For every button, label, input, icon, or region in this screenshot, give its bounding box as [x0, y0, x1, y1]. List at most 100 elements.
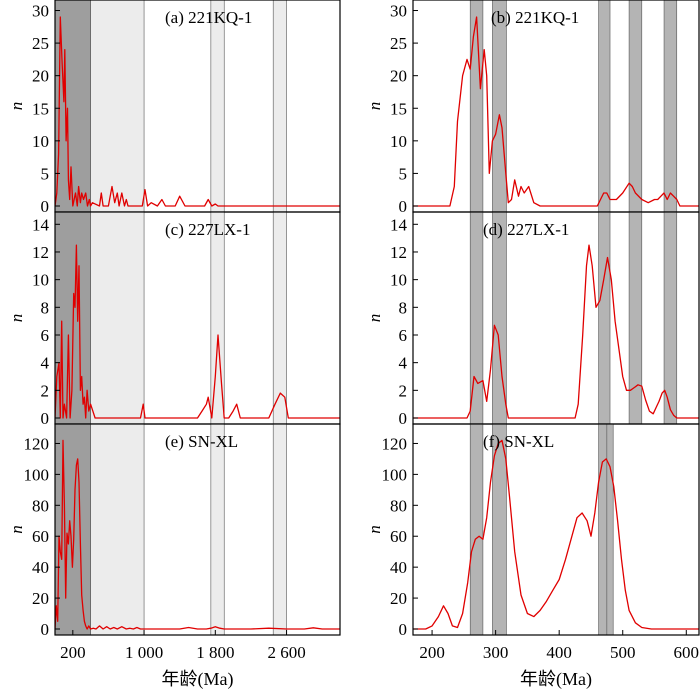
y-tick-label: 120	[382, 434, 408, 453]
shaded-band	[54, 423, 91, 636]
shaded-band	[469, 0, 484, 213]
y-tick-label: 8	[399, 298, 408, 317]
panel-d: 0 2 4 6 8 10 12 14 n (d) 227LX-1	[365, 211, 700, 428]
y-tick-label: 25	[390, 34, 407, 53]
panel-title: (e) SN-XL	[165, 432, 238, 451]
panel-frame	[412, 211, 700, 425]
y-tick-label: 20	[390, 589, 407, 608]
series-line	[55, 439, 340, 630]
y-tick-label: 80	[390, 496, 407, 515]
y-tick-label: 20	[32, 589, 49, 608]
y-tick-label: 10	[390, 132, 407, 151]
y-tick-label: 30	[32, 2, 49, 21]
panel-title: (b) 221KQ-1	[491, 8, 579, 27]
y-axis-label: n	[365, 314, 384, 323]
shaded-band	[90, 423, 145, 636]
shaded-band	[272, 211, 287, 425]
y-tick-label: 0	[399, 197, 408, 216]
panel-title: (a) 221KQ-1	[165, 8, 252, 27]
x-tick-label: 400	[546, 643, 572, 662]
y-tick-label: 0	[399, 620, 408, 639]
y-tick-label: 40	[390, 558, 407, 577]
y-tick-label: 10	[32, 271, 49, 290]
y-tick-label: 8	[41, 298, 50, 317]
shaded-band	[628, 211, 643, 425]
shaded-band	[272, 0, 287, 213]
y-axis-label: n	[7, 525, 26, 534]
y-tick-label: 5	[399, 164, 408, 183]
shaded-band	[90, 211, 145, 425]
panel-title: (f) SN-XL	[483, 432, 554, 451]
y-tick-label: 20	[32, 67, 49, 86]
y-tick-label: 40	[32, 558, 49, 577]
y-tick-label: 12	[390, 243, 407, 262]
panel-f: 0 20 40 60 80 100 120 n (f) SN-XL 200 300 400 500 600…	[365, 423, 700, 690]
series-line	[413, 244, 699, 419]
x-tick-label: 1 800	[196, 643, 234, 662]
series-line	[413, 439, 699, 630]
y-tick-label: 60	[32, 527, 49, 546]
y-tick-label: 6	[41, 326, 50, 345]
y-axis-label: n	[365, 525, 384, 534]
panel-a: 0 5 10 15 20 25 30 n (a) 221KQ-1	[7, 0, 341, 216]
y-tick-label: 0	[41, 409, 50, 428]
x-tick-label: 200	[60, 643, 86, 662]
y-tick-label: 14	[32, 215, 50, 234]
panel-e: 0 20 40 60 80 100 120 n (e) SN-XL 200 1 000 1 800 2 …	[7, 423, 341, 690]
panel-title: (c) 227LX-1	[165, 220, 250, 239]
x-tick-label: 1 000	[125, 643, 163, 662]
panel-c: 0 2 4 6 8 10 12 14 n (c) 227LX-1	[7, 211, 341, 428]
series-line	[413, 16, 699, 207]
shaded-band	[469, 423, 484, 636]
y-tick-label: 0	[399, 409, 408, 428]
y-tick-label: 10	[32, 132, 49, 151]
y-tick-label: 10	[390, 271, 407, 290]
panel-title: (d) 227LX-1	[483, 220, 569, 239]
x-tick-label: 600	[674, 643, 700, 662]
shaded-band	[606, 423, 614, 636]
y-tick-label: 2	[41, 381, 50, 400]
y-axis-label: n	[7, 314, 26, 323]
shaded-band	[598, 0, 611, 213]
shaded-band	[272, 423, 287, 636]
x-tick-label: 2 600	[267, 643, 305, 662]
y-tick-label: 30	[390, 2, 407, 21]
x-axis-label: 年龄(Ma)	[162, 669, 234, 690]
x-axis-label: 年龄(Ma)	[520, 669, 592, 690]
shaded-band	[210, 0, 225, 213]
y-tick-label: 0	[41, 620, 50, 639]
shaded-band	[628, 0, 643, 213]
shaded-band	[210, 423, 225, 636]
series-line	[55, 244, 340, 419]
y-tick-label: 4	[41, 354, 50, 373]
y-tick-label: 25	[32, 34, 49, 53]
series-line	[55, 16, 340, 207]
shaded-band	[90, 0, 145, 213]
y-axis-label: n	[7, 102, 26, 111]
y-tick-label: 12	[32, 243, 49, 262]
y-tick-label: 6	[399, 326, 408, 345]
shaded-band	[663, 0, 678, 213]
y-tick-label: 20	[390, 67, 407, 86]
y-tick-label: 5	[41, 164, 50, 183]
shaded-band	[492, 0, 507, 213]
panel-b: 0 5 10 15 20 25 30 n (b) 221KQ-1	[365, 0, 700, 216]
y-axis-label: n	[365, 102, 384, 111]
panel-frame	[54, 423, 341, 636]
x-tick-label: 300	[483, 643, 509, 662]
y-tick-label: 120	[24, 434, 50, 453]
shaded-band	[598, 211, 611, 425]
y-tick-label: 4	[399, 354, 408, 373]
y-tick-label: 14	[390, 215, 408, 234]
y-tick-label: 80	[32, 496, 49, 515]
y-tick-label: 0	[41, 197, 50, 216]
panel-frame	[412, 0, 700, 213]
y-tick-label: 100	[24, 465, 50, 484]
panel-frame	[412, 423, 700, 636]
y-tick-label: 15	[32, 99, 49, 118]
x-tick-label: 200	[419, 643, 445, 662]
y-tick-label: 2	[399, 381, 408, 400]
y-tick-label: 60	[390, 527, 407, 546]
